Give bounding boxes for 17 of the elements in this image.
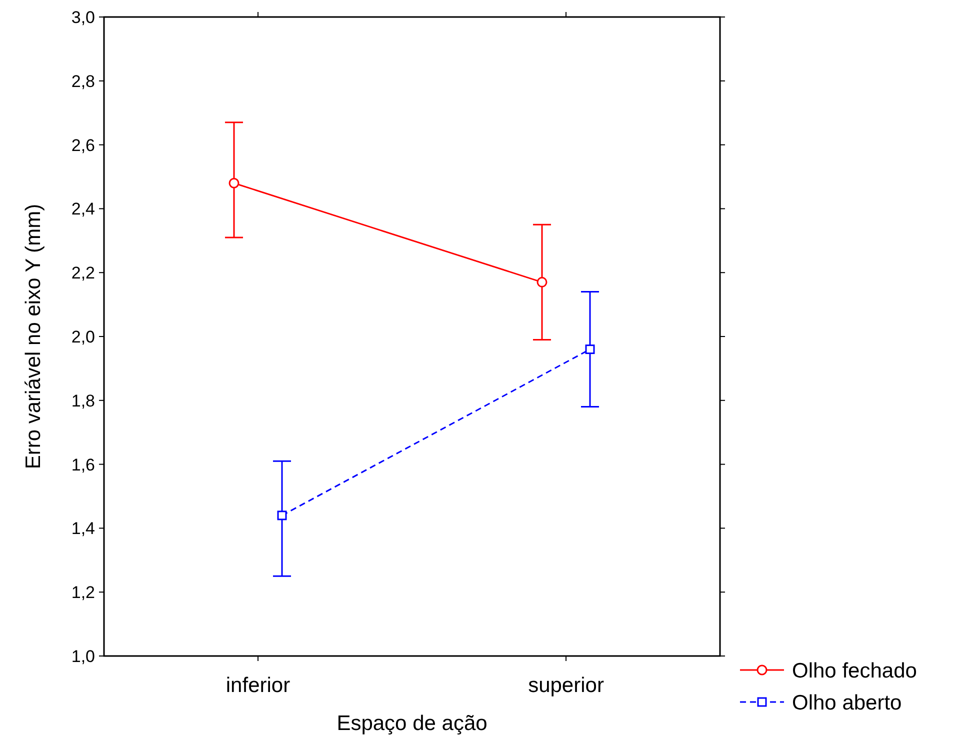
legend-label: Olho fechado — [792, 659, 917, 682]
y-tick-label: 2,0 — [71, 327, 95, 346]
legend-label: Olho aberto — [792, 691, 902, 714]
y-tick-label: 1,8 — [71, 391, 95, 410]
x-axis-title: Espaço de ação — [336, 712, 488, 735]
y-tick-label: 1,0 — [71, 646, 95, 666]
y-tick-label: 2,2 — [71, 264, 95, 283]
y-tick-label: 1,4 — [71, 519, 95, 538]
y-axis-title: Erro variável no eixo Y (mm) — [22, 204, 45, 470]
y-tick-label: 2,6 — [71, 136, 95, 155]
x-tick-label: superior — [528, 674, 604, 697]
x-tick-label: inferior — [226, 674, 290, 697]
y-tick-label: 1,2 — [71, 583, 95, 602]
y-tick-label: 2,4 — [71, 200, 95, 219]
y-tick-label: 1,6 — [71, 455, 95, 474]
y-tick-label: 3,0 — [71, 8, 95, 27]
y-tick-label: 2,8 — [71, 72, 95, 91]
